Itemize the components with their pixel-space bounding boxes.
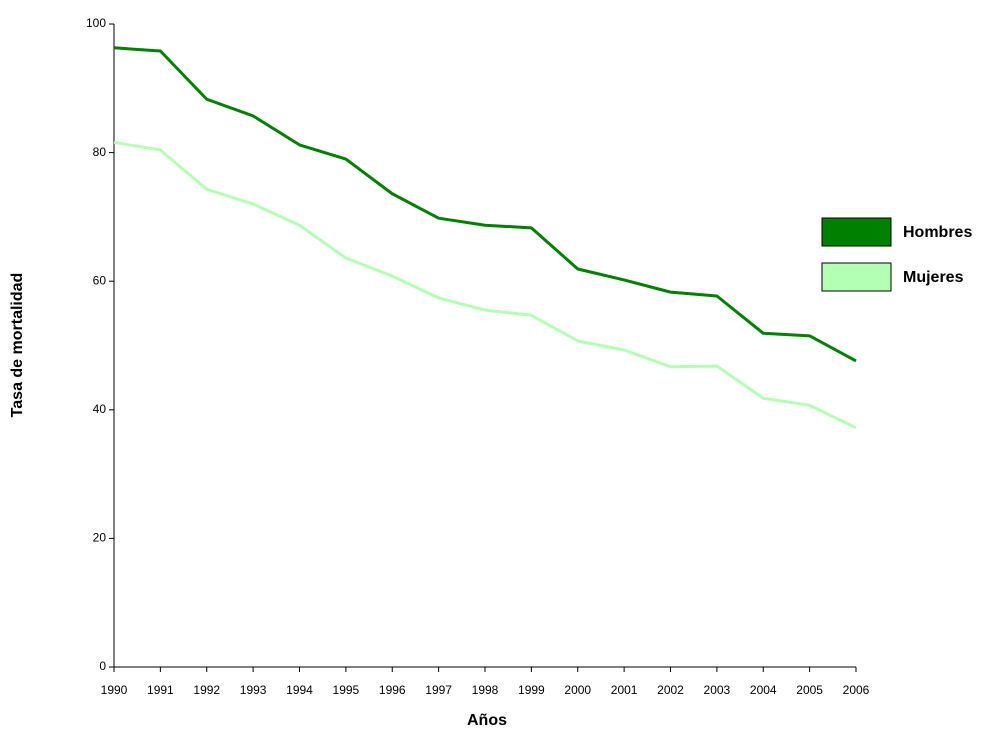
x-tick-label: 2000 bbox=[564, 683, 591, 697]
x-tick-label: 2004 bbox=[750, 683, 777, 697]
x-tick-label: 1994 bbox=[286, 683, 313, 697]
y-axis-title: Tasa de mortalidad bbox=[9, 273, 26, 418]
x-tick-label: 1997 bbox=[425, 683, 452, 697]
series-line bbox=[113, 140, 857, 430]
x-tick-label: 1992 bbox=[193, 683, 220, 697]
legend-label: Mujeres bbox=[903, 269, 964, 286]
y-tick-label: 20 bbox=[93, 531, 107, 545]
legend-label: Hombres bbox=[903, 224, 972, 241]
x-tick-label: 1998 bbox=[472, 683, 499, 697]
y-tick-label: 40 bbox=[93, 402, 107, 416]
x-tick-label: 1999 bbox=[518, 683, 545, 697]
x-axis-title: Años bbox=[467, 712, 507, 729]
y-tick-label: 0 bbox=[99, 659, 106, 673]
x-tick-label: 2005 bbox=[796, 683, 823, 697]
x-tick-label: 2001 bbox=[611, 683, 638, 697]
x-tick-label: 2003 bbox=[704, 683, 731, 697]
x-tick-label: 2006 bbox=[843, 683, 870, 697]
legend-swatch bbox=[821, 262, 892, 292]
x-tick-label: 1995 bbox=[333, 683, 360, 697]
x-tick-label: 1990 bbox=[101, 683, 128, 697]
y-tick-label: 80 bbox=[93, 145, 107, 159]
legend-swatch bbox=[821, 217, 892, 247]
y-tick-label: 60 bbox=[93, 273, 107, 287]
x-tick-label: 2002 bbox=[657, 683, 684, 697]
x-tick-label: 1991 bbox=[147, 683, 174, 697]
x-tick-label: 1996 bbox=[379, 683, 406, 697]
x-tick-label: 1993 bbox=[240, 683, 267, 697]
y-tick-label: 100 bbox=[86, 16, 106, 30]
series-line bbox=[113, 46, 857, 363]
